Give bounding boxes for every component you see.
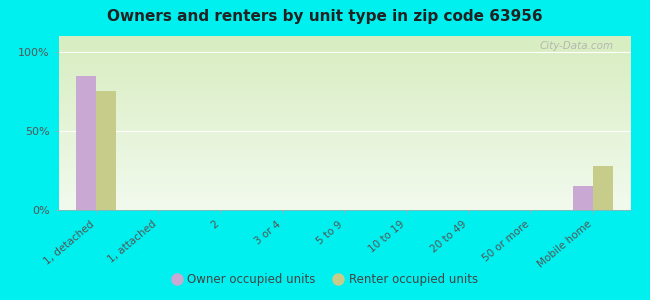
- Text: Owners and renters by unit type in zip code 63956: Owners and renters by unit type in zip c…: [107, 9, 543, 24]
- Legend: Owner occupied units, Renter occupied units: Owner occupied units, Renter occupied un…: [167, 269, 483, 291]
- Text: City-Data.com: City-Data.com: [540, 41, 614, 51]
- Bar: [573, 186, 593, 210]
- Bar: [96, 92, 116, 210]
- Bar: [76, 76, 96, 210]
- Bar: [593, 166, 613, 210]
